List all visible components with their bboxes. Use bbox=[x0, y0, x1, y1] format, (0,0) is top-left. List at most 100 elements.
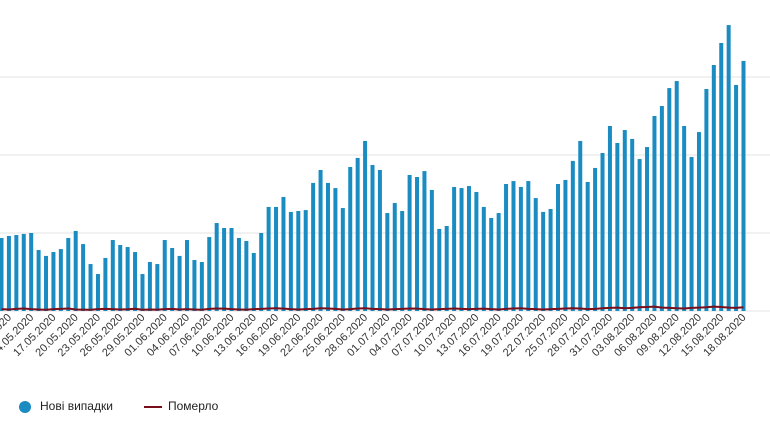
bar bbox=[696, 132, 701, 311]
bar bbox=[214, 223, 219, 311]
bar bbox=[281, 196, 286, 311]
bar bbox=[385, 213, 390, 311]
bar bbox=[251, 252, 256, 311]
bar bbox=[518, 186, 523, 311]
bar bbox=[81, 244, 86, 311]
bar bbox=[66, 237, 71, 311]
bar bbox=[429, 189, 434, 311]
bar bbox=[615, 142, 620, 311]
bar bbox=[147, 262, 152, 311]
bar bbox=[392, 203, 397, 311]
bar bbox=[155, 264, 160, 311]
bar bbox=[563, 179, 568, 311]
bar bbox=[133, 252, 138, 311]
bar bbox=[667, 88, 672, 312]
bar bbox=[44, 255, 49, 311]
bar bbox=[192, 259, 197, 311]
bar bbox=[541, 211, 546, 311]
bar bbox=[51, 252, 56, 311]
bar bbox=[652, 116, 657, 311]
bar bbox=[719, 42, 724, 311]
bar bbox=[711, 64, 716, 311]
bar bbox=[377, 169, 382, 311]
bar bbox=[348, 167, 353, 311]
bar bbox=[110, 240, 115, 311]
bar bbox=[496, 213, 501, 311]
bar bbox=[444, 225, 449, 311]
bar bbox=[259, 233, 264, 311]
bar bbox=[526, 181, 531, 311]
bar bbox=[481, 206, 486, 311]
bar bbox=[14, 235, 19, 311]
bar bbox=[689, 157, 694, 311]
line bbox=[1, 305, 744, 311]
bar bbox=[645, 147, 650, 311]
bar bbox=[266, 206, 271, 311]
bar bbox=[325, 182, 330, 311]
bar bbox=[600, 152, 605, 311]
bar bbox=[704, 89, 709, 312]
legend-label: Померло bbox=[168, 399, 219, 413]
bar bbox=[274, 206, 279, 311]
bar bbox=[466, 186, 471, 311]
legend-marker bbox=[19, 401, 31, 413]
bar bbox=[459, 188, 464, 311]
bar bbox=[415, 176, 420, 311]
bar bbox=[29, 233, 34, 311]
bar bbox=[140, 274, 145, 311]
bar bbox=[95, 274, 100, 311]
legend-label: Нові випадки bbox=[40, 399, 113, 413]
bar bbox=[355, 157, 360, 311]
bar bbox=[637, 159, 642, 311]
bar bbox=[452, 186, 457, 311]
bar bbox=[607, 125, 612, 311]
bar bbox=[340, 208, 345, 311]
bar bbox=[370, 164, 375, 311]
bar bbox=[118, 245, 123, 311]
bar bbox=[682, 125, 687, 311]
bar bbox=[303, 210, 308, 311]
bar bbox=[0, 237, 4, 311]
bar bbox=[288, 211, 293, 311]
bar bbox=[103, 257, 108, 311]
bar bbox=[548, 208, 553, 311]
bar bbox=[222, 228, 227, 311]
bar bbox=[318, 169, 323, 311]
bar bbox=[21, 233, 26, 311]
bar bbox=[422, 171, 427, 311]
bar bbox=[741, 60, 746, 311]
bar bbox=[162, 240, 167, 311]
bar bbox=[622, 130, 627, 311]
bar bbox=[674, 81, 679, 311]
bar bbox=[207, 237, 212, 311]
bar bbox=[726, 25, 731, 311]
bar bbox=[511, 181, 516, 311]
bar bbox=[504, 184, 509, 311]
bar bbox=[73, 230, 78, 311]
bar bbox=[407, 174, 412, 311]
bar bbox=[177, 255, 182, 311]
bar bbox=[125, 247, 130, 311]
bar bbox=[363, 140, 368, 311]
bar bbox=[630, 138, 635, 311]
bar bbox=[229, 228, 234, 311]
bar bbox=[734, 84, 739, 312]
bar bbox=[585, 181, 590, 311]
bar bbox=[593, 167, 598, 311]
bar bbox=[170, 247, 175, 311]
bar bbox=[236, 237, 241, 311]
bar bbox=[296, 211, 301, 311]
bar bbox=[6, 235, 11, 311]
bar bbox=[58, 249, 63, 311]
bar bbox=[578, 140, 583, 311]
bar bbox=[659, 106, 664, 312]
bar bbox=[244, 240, 249, 311]
bar bbox=[185, 240, 189, 311]
bar bbox=[556, 184, 560, 311]
bar bbox=[533, 198, 538, 311]
bar bbox=[36, 250, 41, 311]
bar bbox=[474, 191, 479, 311]
bar bbox=[88, 264, 93, 311]
bar bbox=[199, 262, 204, 311]
